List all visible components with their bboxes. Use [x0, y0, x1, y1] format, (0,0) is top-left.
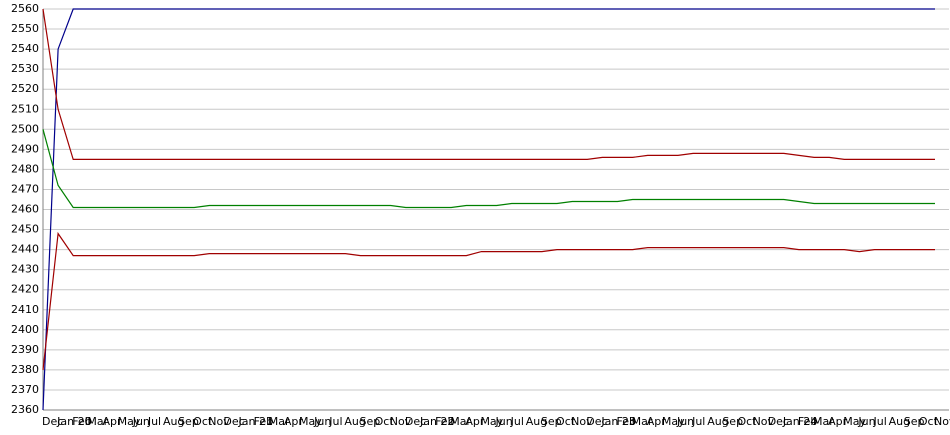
x-tick-label: May: [662, 415, 685, 428]
y-tick-label: 2400: [11, 323, 39, 336]
x-tick-label: Jul: [147, 415, 161, 428]
x-tick-label: Jul: [328, 415, 342, 428]
x-tick-label: Jan 24: [782, 415, 817, 428]
y-tick-label: 2470: [11, 182, 39, 195]
y-tick-label: 2460: [11, 203, 39, 216]
x-tick-label: Sep: [904, 415, 925, 428]
x-tick-label: Aug: [889, 415, 910, 428]
x-tick-label: Feb: [798, 415, 817, 428]
x-tick-label: Sep: [359, 415, 380, 428]
y-tick-label: 2440: [11, 243, 39, 256]
y-tick-label: 2530: [11, 62, 39, 75]
x-tick-label: Nov: [390, 415, 412, 428]
x-tick-label: Jun: [676, 415, 694, 428]
x-tick-label: Nov: [208, 415, 230, 428]
y-tick-label: 2550: [11, 22, 39, 35]
x-tick-label: Apr: [647, 415, 667, 428]
x-tick-label: Aug: [526, 415, 547, 428]
x-tick-label: Jun: [857, 415, 875, 428]
x-tick-label: Oct: [556, 415, 576, 428]
x-tick-label: Jun: [495, 415, 513, 428]
x-tick-label: Apr: [828, 415, 848, 428]
series-line: [42, 231, 935, 370]
x-tick-label: May: [299, 415, 322, 428]
x-tick-label: Dec: [42, 415, 63, 428]
x-tick-label: Nov: [571, 415, 593, 428]
y-tick-label: 2410: [11, 303, 39, 316]
x-tick-label: Jun: [313, 415, 331, 428]
x-tick-label: Jun: [132, 415, 150, 428]
x-tick-label: Nov: [753, 415, 775, 428]
x-tick-label: Dec: [768, 415, 789, 428]
x-tick-label: Jul: [873, 415, 887, 428]
y-tick-label: 2520: [11, 82, 39, 95]
x-tick-label: Jan 22: [419, 415, 454, 428]
y-tick-label: 2420: [11, 283, 39, 296]
y-tick-label: 2360: [11, 403, 39, 416]
x-tick-label: Nov: [934, 415, 950, 428]
x-tick-label: Apr: [102, 415, 122, 428]
y-tick-label: 2480: [11, 162, 39, 175]
x-tick-label: May: [843, 415, 866, 428]
x-tick-label: Dec: [586, 415, 607, 428]
y-tick-label: 2370: [11, 383, 39, 396]
series-line: [42, 8, 935, 160]
x-tick-label: Mar: [450, 415, 471, 428]
x-tick-label: Mar: [813, 415, 834, 428]
x-tick-label: Oct: [737, 415, 757, 428]
x-tick-label: Aug: [344, 415, 365, 428]
x-tick-label: Mar: [632, 415, 653, 428]
x-tick-label: Mar: [269, 415, 290, 428]
x-tick-label: Jan 23: [600, 415, 635, 428]
x-tick-label: Feb: [72, 415, 91, 428]
y-tick-label: 2390: [11, 343, 39, 356]
x-tick-label: Apr: [465, 415, 485, 428]
x-tick-label: Jul: [691, 415, 705, 428]
x-tick-label: Oct: [375, 415, 395, 428]
y-tick-label: 2540: [11, 42, 39, 55]
x-tick-label: May: [480, 415, 503, 428]
x-tick-label: Aug: [163, 415, 184, 428]
y-tick-label: 2450: [11, 223, 39, 236]
x-tick-label: Sep: [541, 415, 562, 428]
x-tick-label: Apr: [284, 415, 304, 428]
x-tick-label: Jan 21: [238, 415, 273, 428]
x-tick-label: Feb: [617, 415, 636, 428]
y-tick-label: 2490: [11, 142, 39, 155]
y-tick-label: 2380: [11, 363, 39, 376]
y-tick-label: 2430: [11, 263, 39, 276]
series-line: [42, 8, 935, 411]
x-tick-label: Feb: [254, 415, 273, 428]
x-tick-label: Jan 20: [56, 415, 91, 428]
y-tick-label: 2560: [11, 2, 39, 15]
x-tick-label: Oct: [919, 415, 939, 428]
x-tick-label: Dec: [223, 415, 244, 428]
x-tick-label: Feb: [435, 415, 454, 428]
x-tick-label: May: [118, 415, 141, 428]
x-tick-label: Sep: [722, 415, 743, 428]
x-tick-label: Aug: [707, 415, 728, 428]
x-tick-label: Mar: [87, 415, 108, 428]
series-line: [42, 129, 935, 209]
x-tick-label: Jul: [510, 415, 524, 428]
x-tick-label: Dec: [405, 415, 426, 428]
y-tick-label: 2500: [11, 122, 39, 135]
x-tick-label: Sep: [178, 415, 199, 428]
y-tick-label: 2510: [11, 102, 39, 115]
x-tick-label: Oct: [193, 415, 213, 428]
